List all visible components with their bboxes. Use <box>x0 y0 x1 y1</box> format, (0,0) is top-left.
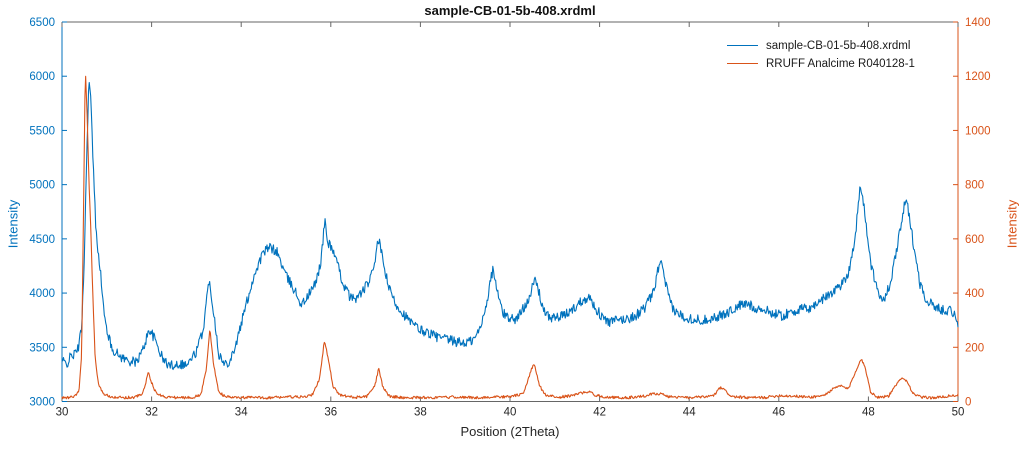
reference-trace <box>61 75 959 400</box>
x-tick-label: 42 <box>593 407 606 419</box>
sample-trace <box>61 82 959 371</box>
x-tick-label: 48 <box>862 407 875 419</box>
x-tick-label: 36 <box>324 407 337 419</box>
right-tick-label: 1200 <box>965 71 991 83</box>
x-tick-label: 32 <box>145 407 158 419</box>
right-tick-label: 1400 <box>965 17 991 29</box>
left-tick-label: 5000 <box>29 180 55 192</box>
left-tick-label: 4500 <box>29 234 55 246</box>
legend-label-sample: sample-CB-01-5b-408.xrdml <box>766 39 911 52</box>
right-tick-label: 400 <box>965 288 984 300</box>
legend-entry-reference: RRUFF Analcime R040128-1 <box>727 56 915 71</box>
left-tick-label: 3500 <box>29 342 55 354</box>
right-tick-label: 200 <box>965 342 984 354</box>
right-tick-label: 0 <box>965 397 971 409</box>
legend-label-reference: RRUFF Analcime R040128-1 <box>766 57 915 70</box>
x-tick-label: 44 <box>683 407 696 419</box>
left-tick-label: 5500 <box>29 125 55 137</box>
chart-title: sample-CB-01-5b-408.xrdml <box>424 3 596 18</box>
reference-line-swatch <box>727 63 758 64</box>
x-tick-label: 50 <box>952 407 965 419</box>
left-tick-label: 6000 <box>29 71 55 83</box>
right-tick-label: 600 <box>965 234 984 246</box>
left-tick-label: 6500 <box>29 17 55 29</box>
legend-entry-sample: sample-CB-01-5b-408.xrdml <box>727 38 915 53</box>
x-axis-label: Position (2Theta) <box>460 424 560 439</box>
x-tick-label: 34 <box>235 407 248 419</box>
left-tick-label: 4000 <box>29 288 55 300</box>
x-tick-label: 38 <box>414 407 427 419</box>
x-tick-label: 46 <box>772 407 785 419</box>
left-axis-label: Intensity <box>5 199 21 249</box>
right-tick-label: 1000 <box>965 125 991 137</box>
x-tick-label: 30 <box>56 407 69 419</box>
sample-line-swatch <box>727 45 758 46</box>
legend: sample-CB-01-5b-408.xrdml RRUFF Analcime… <box>727 38 915 71</box>
right-tick-label: 800 <box>965 180 984 192</box>
left-tick-label: 3000 <box>29 397 55 409</box>
x-tick-label: 40 <box>504 407 517 419</box>
right-axis-label: Intensity <box>1004 199 1020 249</box>
